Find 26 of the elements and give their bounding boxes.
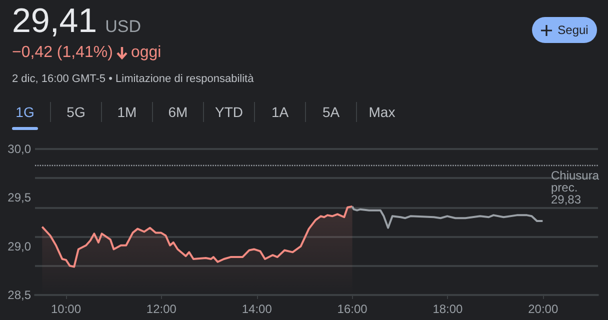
y-tick-label: 29,5 [8, 190, 32, 205]
x-tick-label: 12:00 [146, 302, 177, 316]
text: Segui [532, 17, 597, 43]
line-series [351, 205, 544, 229]
text: 1M [116, 103, 138, 122]
x-tick-label: 16:00 [337, 302, 368, 316]
x-tick-label: 10:00 [50, 302, 82, 316]
x-tick-label: 20:00 [528, 302, 558, 316]
y-tick-label: 28,5 [8, 288, 32, 302]
x-tick-label: 18:00 [432, 302, 464, 316]
text: oggi [130, 44, 162, 62]
text: 5G [66, 103, 86, 122]
text: 1A [270, 103, 290, 122]
text: Max [368, 103, 396, 122]
text: USD [105, 17, 141, 36]
y-tick-label: 30,0 [8, 142, 32, 156]
ref-line-label: Chiusura prec. 29,83 [551, 168, 600, 207]
text: YTD [214, 103, 244, 122]
text: 2 dic, 16:00 GMT-5 • Limitazione di responsabilità [12, 73, 254, 85]
text: 6M [167, 103, 189, 122]
text: −0,42 (1,41%) [12, 44, 113, 62]
x-tick-label: 14:00 [242, 302, 272, 316]
chart-title: 29,41 [12, 2, 98, 40]
y-tick-label: 29,0 [8, 239, 32, 254]
text: 1G [14, 103, 36, 122]
text: 5A [321, 103, 341, 122]
